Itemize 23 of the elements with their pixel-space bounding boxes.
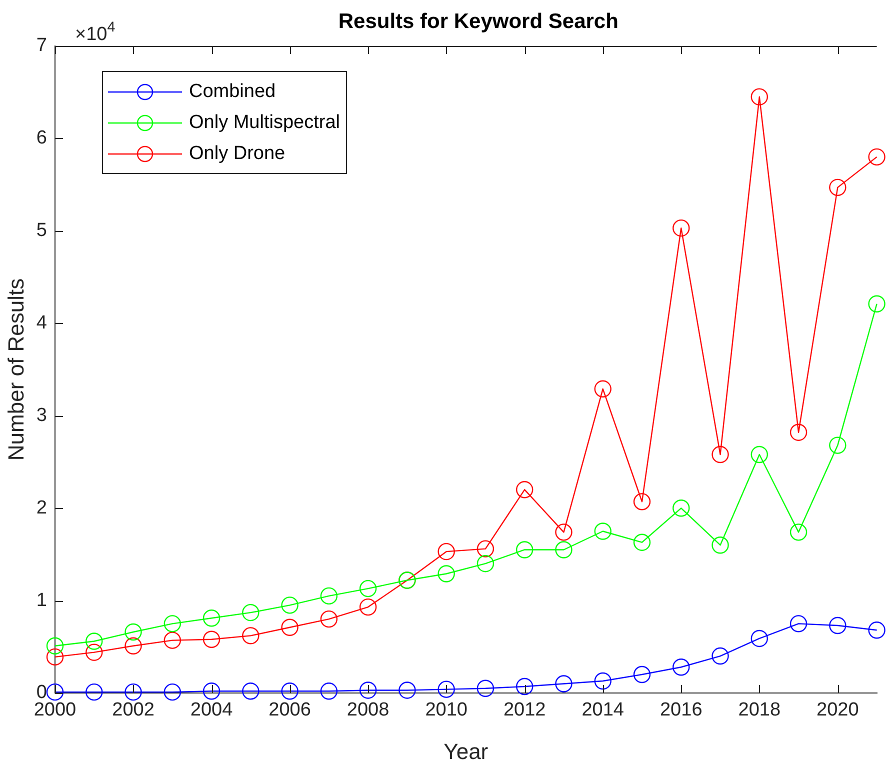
y-tick-label: 1 xyxy=(36,590,47,611)
y-tick-label: 7 xyxy=(36,35,47,56)
x-tick-label: 2008 xyxy=(346,700,390,721)
x-tick-label: 2014 xyxy=(582,700,624,721)
x-tick-label: 2006 xyxy=(268,700,311,721)
chart-title: Results for Keyword Search xyxy=(338,10,618,33)
x-tick-label: 2002 xyxy=(112,700,154,721)
x-tick-label: 2004 xyxy=(190,700,234,721)
x-tick-label: 2020 xyxy=(816,700,859,721)
y-tick-label: 4 xyxy=(36,312,48,334)
legend-label: Only Drone xyxy=(189,142,286,164)
y-axis-title: Number of Results xyxy=(3,278,28,461)
x-tick-label: 2012 xyxy=(503,700,546,721)
x-axis-title: Year xyxy=(444,738,488,764)
y-tick-label: 6 xyxy=(36,128,47,149)
x-tick-label: 2018 xyxy=(738,700,781,721)
y-tick-label: 3 xyxy=(36,404,47,426)
legend-label: Combined xyxy=(189,80,276,102)
y-tick-label: 2 xyxy=(36,497,47,518)
x-tick-label: 2010 xyxy=(425,700,468,721)
legend-label: Only Multispectral xyxy=(189,112,340,134)
y-tick-label: 5 xyxy=(36,220,47,242)
x-tick-label: 2016 xyxy=(660,700,702,721)
